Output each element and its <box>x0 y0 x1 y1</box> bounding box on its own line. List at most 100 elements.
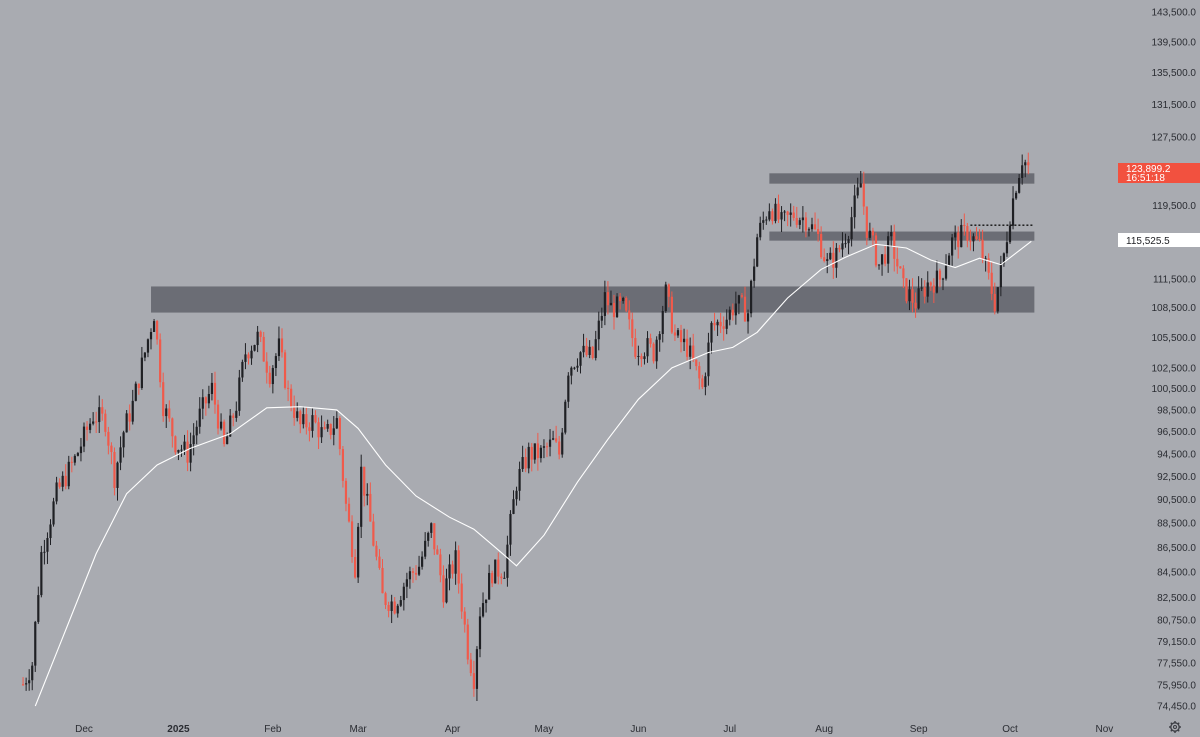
candle <box>838 244 841 253</box>
gear-icon[interactable] <box>1169 721 1181 733</box>
candle <box>1011 186 1015 230</box>
candle-body <box>366 493 369 496</box>
candle-body <box>588 346 591 356</box>
candle <box>143 351 147 362</box>
candle <box>533 443 536 464</box>
candle-body <box>631 319 634 339</box>
candle <box>341 446 345 488</box>
candle-body <box>625 297 628 311</box>
candle <box>296 402 299 422</box>
candle <box>664 281 667 313</box>
candle-body <box>445 578 448 603</box>
candle-body <box>524 457 527 469</box>
candle-body <box>829 252 832 260</box>
time-axis[interactable]: Dec 2025 Feb Mar Apr May Jun Jul Aug Sep Oct Nov <box>75 724 1113 735</box>
candle <box>363 466 366 507</box>
candle <box>524 448 527 473</box>
candle <box>229 409 232 437</box>
candle-body <box>896 258 899 267</box>
candle-body <box>341 449 345 481</box>
candle-body <box>667 284 670 297</box>
candle <box>448 554 451 591</box>
candle-body <box>999 263 1002 288</box>
candle <box>893 224 896 272</box>
candle-body <box>753 266 756 281</box>
candle-body <box>58 482 61 487</box>
candle <box>813 212 817 231</box>
candle <box>283 349 287 390</box>
candle <box>503 571 506 579</box>
candle-body <box>302 414 305 425</box>
candle-body <box>430 523 433 533</box>
candle-body <box>335 418 338 429</box>
candle <box>357 522 360 583</box>
candle <box>984 255 987 272</box>
candle-body <box>478 616 482 650</box>
candle <box>140 346 143 390</box>
candle-body <box>52 501 55 525</box>
candle <box>829 247 832 261</box>
candle <box>768 203 771 222</box>
candle <box>774 198 777 224</box>
x-tick-label: Nov <box>1096 724 1114 735</box>
candle-body <box>350 521 354 558</box>
candle-body <box>996 287 999 312</box>
candle-body <box>777 203 780 220</box>
candle-body <box>372 521 375 546</box>
candle-body <box>923 287 926 297</box>
x-tick-label: Oct <box>1002 724 1018 735</box>
x-tick-label: May <box>535 724 554 735</box>
candle <box>256 325 259 353</box>
candle <box>58 478 61 489</box>
candle-body <box>558 441 561 455</box>
candle <box>555 425 558 444</box>
candle <box>213 371 217 414</box>
candle <box>116 461 119 501</box>
candle-body <box>527 446 530 469</box>
candle-body <box>201 397 204 409</box>
candle-body <box>966 226 969 241</box>
candle-body <box>134 383 137 401</box>
candle <box>73 454 76 466</box>
candle <box>134 381 137 402</box>
candle <box>679 324 683 353</box>
candle-body <box>737 295 741 304</box>
candle-body <box>262 336 265 362</box>
candle-body <box>972 236 975 242</box>
candle <box>43 539 46 565</box>
candle <box>731 303 734 321</box>
candle <box>454 541 457 585</box>
candle <box>579 351 582 374</box>
candle-body <box>31 665 34 681</box>
candle-body <box>116 462 119 488</box>
candle-body <box>795 217 798 225</box>
candle-body <box>49 524 52 539</box>
candle-body <box>820 234 823 258</box>
candle <box>241 359 244 382</box>
candle <box>61 471 64 492</box>
candle-body <box>466 624 469 660</box>
candle-body <box>1021 165 1024 178</box>
candle <box>655 336 658 369</box>
candle <box>235 401 238 422</box>
candle <box>387 601 390 618</box>
x-tick-label: Feb <box>264 724 282 735</box>
candle-body <box>719 321 722 327</box>
candle-body <box>835 247 838 268</box>
candle-body <box>357 526 360 578</box>
candle <box>424 532 427 560</box>
price-axis[interactable]: 143,500.0 139,500.0 135,500.0 131,500.0 127,… <box>1152 8 1197 713</box>
candle <box>649 333 652 348</box>
candle <box>107 426 110 455</box>
candle-body <box>436 549 439 555</box>
candle <box>347 497 351 523</box>
ma-value-badge <box>1118 233 1200 247</box>
candle <box>807 227 811 237</box>
candle <box>110 442 113 465</box>
candle <box>853 184 856 229</box>
candle <box>171 417 174 448</box>
candle-body <box>329 424 332 435</box>
candle <box>460 573 463 619</box>
